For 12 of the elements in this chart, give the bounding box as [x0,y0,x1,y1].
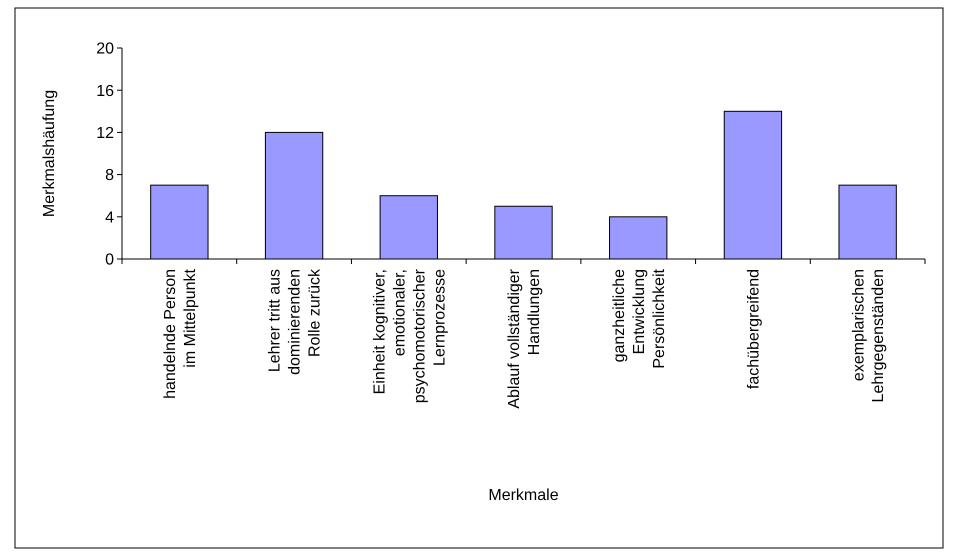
y-tick-label: 4 [105,209,114,226]
x-tick-label: handelnde Person im Mittelpunkt [162,268,199,399]
x-tick-label: Ablauf vollständiger Handlungen [506,268,544,409]
y-tick-label: 20 [96,40,114,58]
x-tick-label: fachübergreifend [746,269,763,390]
x-axis-title: Merkmale [488,487,559,504]
y-axis-title: Merkmalshäufung [41,90,58,218]
y-tick-label: 0 [105,252,114,269]
y-tick-label: 12 [96,125,114,142]
y-tick-label: 16 [96,82,114,100]
y-tick-label: 8 [105,167,114,184]
x-tick-label: ganzheitliche Entwicklung Persönlichkeit [610,268,668,369]
